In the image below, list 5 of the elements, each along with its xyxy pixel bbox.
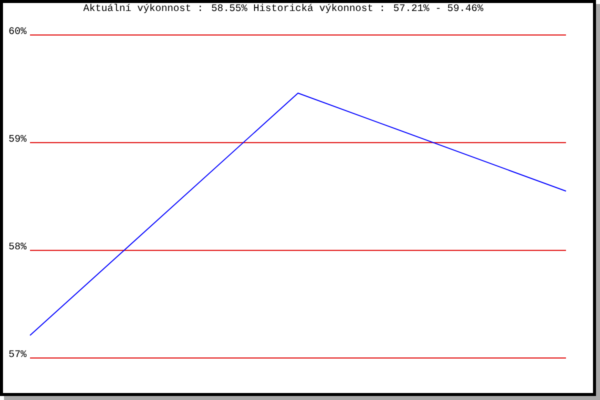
y-tick-label: 57% [9,350,27,358]
y-tick-label: 58% [9,242,27,250]
y-tick-label: 60% [9,27,27,34]
y-tick-label: 59% [9,134,27,142]
chart-title: Aktuální výkonnost : 58.55% Historická výkonnost : 57.21% - 59.46% [83,4,484,14]
